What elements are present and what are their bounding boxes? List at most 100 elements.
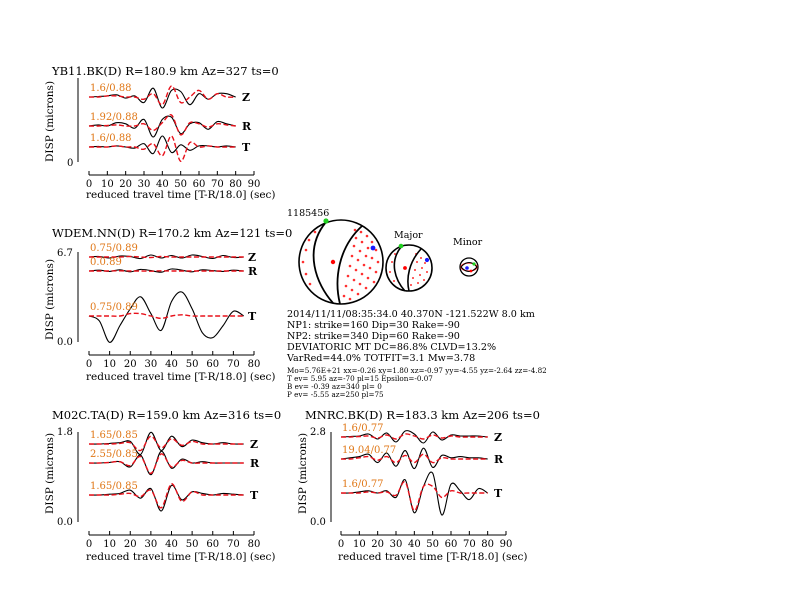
varred-text: VarRed=44.0% TOTFIT=3.1 Mw=3.78 [286, 353, 475, 364]
x-tick-label: 60 [206, 359, 219, 370]
amplitude-ratio-label: 1.6/0.88 [90, 133, 132, 144]
x-tick-label: 70 [463, 539, 476, 550]
amplitude-ratio-label: 1.6/0.77 [342, 479, 384, 490]
amplitude-ratio-label: 1.65/0.85 [90, 481, 138, 492]
x-axis-label: reduced travel time [T-R/18.0] (sec) [338, 551, 528, 563]
panel-title: MNRC.BK(D) R=183.3 km Az=206 ts=0 [305, 408, 540, 422]
panel-title: YB11.BK(D) R=180.9 km Az=327 ts=0 [51, 64, 279, 78]
x-tick-label: 50 [174, 179, 187, 190]
synthetic-trace-r [340, 453, 488, 464]
amplitude-ratio-label: 0.75/0.89 [90, 302, 138, 313]
x-tick-label: 10 [353, 539, 366, 550]
y-axis-label: DISP (microns) [44, 433, 56, 514]
amplitude-ratio-label: 1.92/0.88 [90, 112, 138, 123]
component-label: T [250, 489, 259, 502]
synthetic-trace-t [89, 483, 244, 509]
x-tick-label: 40 [156, 179, 169, 190]
x-tick-label: 20 [119, 179, 132, 190]
component-label: R [248, 265, 258, 278]
amplitude-ratio-label: 1.65/0.85 [90, 430, 138, 441]
component-label: R [494, 453, 504, 466]
y-tick-label: 0.0 [57, 337, 73, 348]
y-tick-label: 0.0 [310, 517, 326, 528]
major-label: Major [394, 230, 423, 241]
b-eigen-text: B ev= -0.39 az=340 pl= 0 [287, 382, 382, 391]
x-tick-label: 0 [86, 539, 92, 550]
y-tick-label: 0 [67, 158, 73, 169]
y-axis-label: DISP (microns) [44, 259, 56, 340]
deviatoric-text: DEVIATORIC MT DC=86.8% CLVD=13.2% [287, 342, 496, 353]
x-tick-label: 30 [138, 179, 151, 190]
amplitude-ratio-label: 19.04/0.77 [342, 445, 396, 456]
compression-dot-field [301, 228, 380, 301]
x-tick-label: 30 [390, 539, 403, 550]
component-label: Z [242, 91, 250, 104]
x-tick-label: 20 [124, 359, 137, 370]
beachball-minor [459, 257, 479, 277]
x-tick-label: 70 [227, 539, 240, 550]
x-tick-label: 70 [211, 179, 224, 190]
event-id: 1185456 [287, 208, 329, 219]
amplitude-ratio-label: 1.6/0.88 [90, 83, 132, 94]
t-eigen-text: T ev= 5.95 az=-70 pl=15 Epsilon=-0.07 [287, 374, 433, 383]
x-tick-label: 10 [101, 179, 114, 190]
x-tick-label: 60 [193, 179, 206, 190]
amplitude-ratio-label: 0.75/0.89 [90, 243, 138, 254]
synthetic-trace-t [340, 481, 488, 512]
x-tick-label: 40 [165, 359, 178, 370]
focal-mechanism-group: 1185456 Major [286, 208, 547, 399]
amplitude-ratio-label: 0.0.89 [90, 257, 122, 268]
component-label: Z [494, 431, 502, 444]
synthetic-trace-z [89, 435, 244, 452]
x-tick-label: 90 [500, 539, 513, 550]
synthetic-trace-t [88, 312, 244, 320]
panel-title: M02C.TA(D) R=159.0 km Az=316 ts=0 [52, 408, 281, 422]
component-label: T [248, 310, 257, 323]
x-axis-label: reduced travel time [T-R/18.0] (sec) [86, 371, 276, 383]
synthetic-trace-z [340, 433, 488, 440]
np2-text: NP2: strike=340 Dip=60 Rake=-90 [287, 331, 460, 342]
nodal-plane-2 [336, 225, 363, 305]
synthetic-trace-z [88, 85, 236, 106]
component-label: Z [250, 438, 258, 451]
minor-label: Minor [453, 237, 483, 248]
x-tick-label: 80 [481, 539, 494, 550]
y-tick-label: 1.8 [57, 427, 73, 438]
amplitude-ratio-label: 1.6/0.77 [342, 423, 384, 434]
b-axis-marker [323, 218, 329, 224]
x-tick-label: 0 [86, 179, 92, 190]
observed-trace-z [340, 430, 488, 444]
x-tick-label: 40 [165, 539, 178, 550]
waveform-panel-m02c: M02C.TA(D) R=159.0 km Az=316 ts=0 DISP (… [44, 408, 281, 563]
x-tick-label: 40 [408, 539, 421, 550]
x-tick-label: 90 [248, 179, 261, 190]
observed-trace-t [340, 471, 488, 516]
x-tick-label: 10 [103, 539, 116, 550]
x-tick-label: 30 [145, 539, 158, 550]
x-tick-label: 60 [445, 539, 458, 550]
x-axis-label: reduced travel time [T-R/18.0] (sec) [86, 551, 276, 563]
waveform-panel-mnrc: MNRC.BK(D) R=183.3 km Az=206 ts=0 DISP (… [297, 408, 540, 563]
origin-text: 2014/11/11/08:35:34.0 40.370N -121.522W … [287, 309, 535, 320]
x-tick-label: 20 [124, 539, 137, 550]
component-label: R [250, 457, 260, 470]
x-tick-label: 50 [426, 539, 439, 550]
component-label: R [242, 120, 252, 133]
observed-trace-r [340, 447, 488, 470]
y-tick-label: 2.8 [310, 427, 326, 438]
np1-text: NP1: strike=160 Dip=30 Rake=-90 [287, 320, 460, 331]
y-axis-label: DISP (microns) [44, 81, 56, 162]
x-tick-label: 80 [229, 179, 242, 190]
x-tick-label: 0 [338, 539, 344, 550]
observed-trace-r [88, 115, 236, 138]
waveform-panel-yb11: YB11.BK(D) R=180.9 km Az=327 ts=0 DISP (… [44, 64, 279, 201]
nodal-plane-1 [312, 221, 334, 304]
synthetic-trace-r [88, 113, 236, 136]
x-tick-label: 10 [103, 359, 116, 370]
y-tick-label: 6.7 [57, 248, 73, 259]
x-tick-label: 50 [186, 539, 199, 550]
x-tick-label: 20 [371, 539, 384, 550]
synthetic-trace-r [88, 453, 244, 475]
p-eigen-text: P ev= -5.55 az=250 pl=75 [287, 390, 384, 399]
